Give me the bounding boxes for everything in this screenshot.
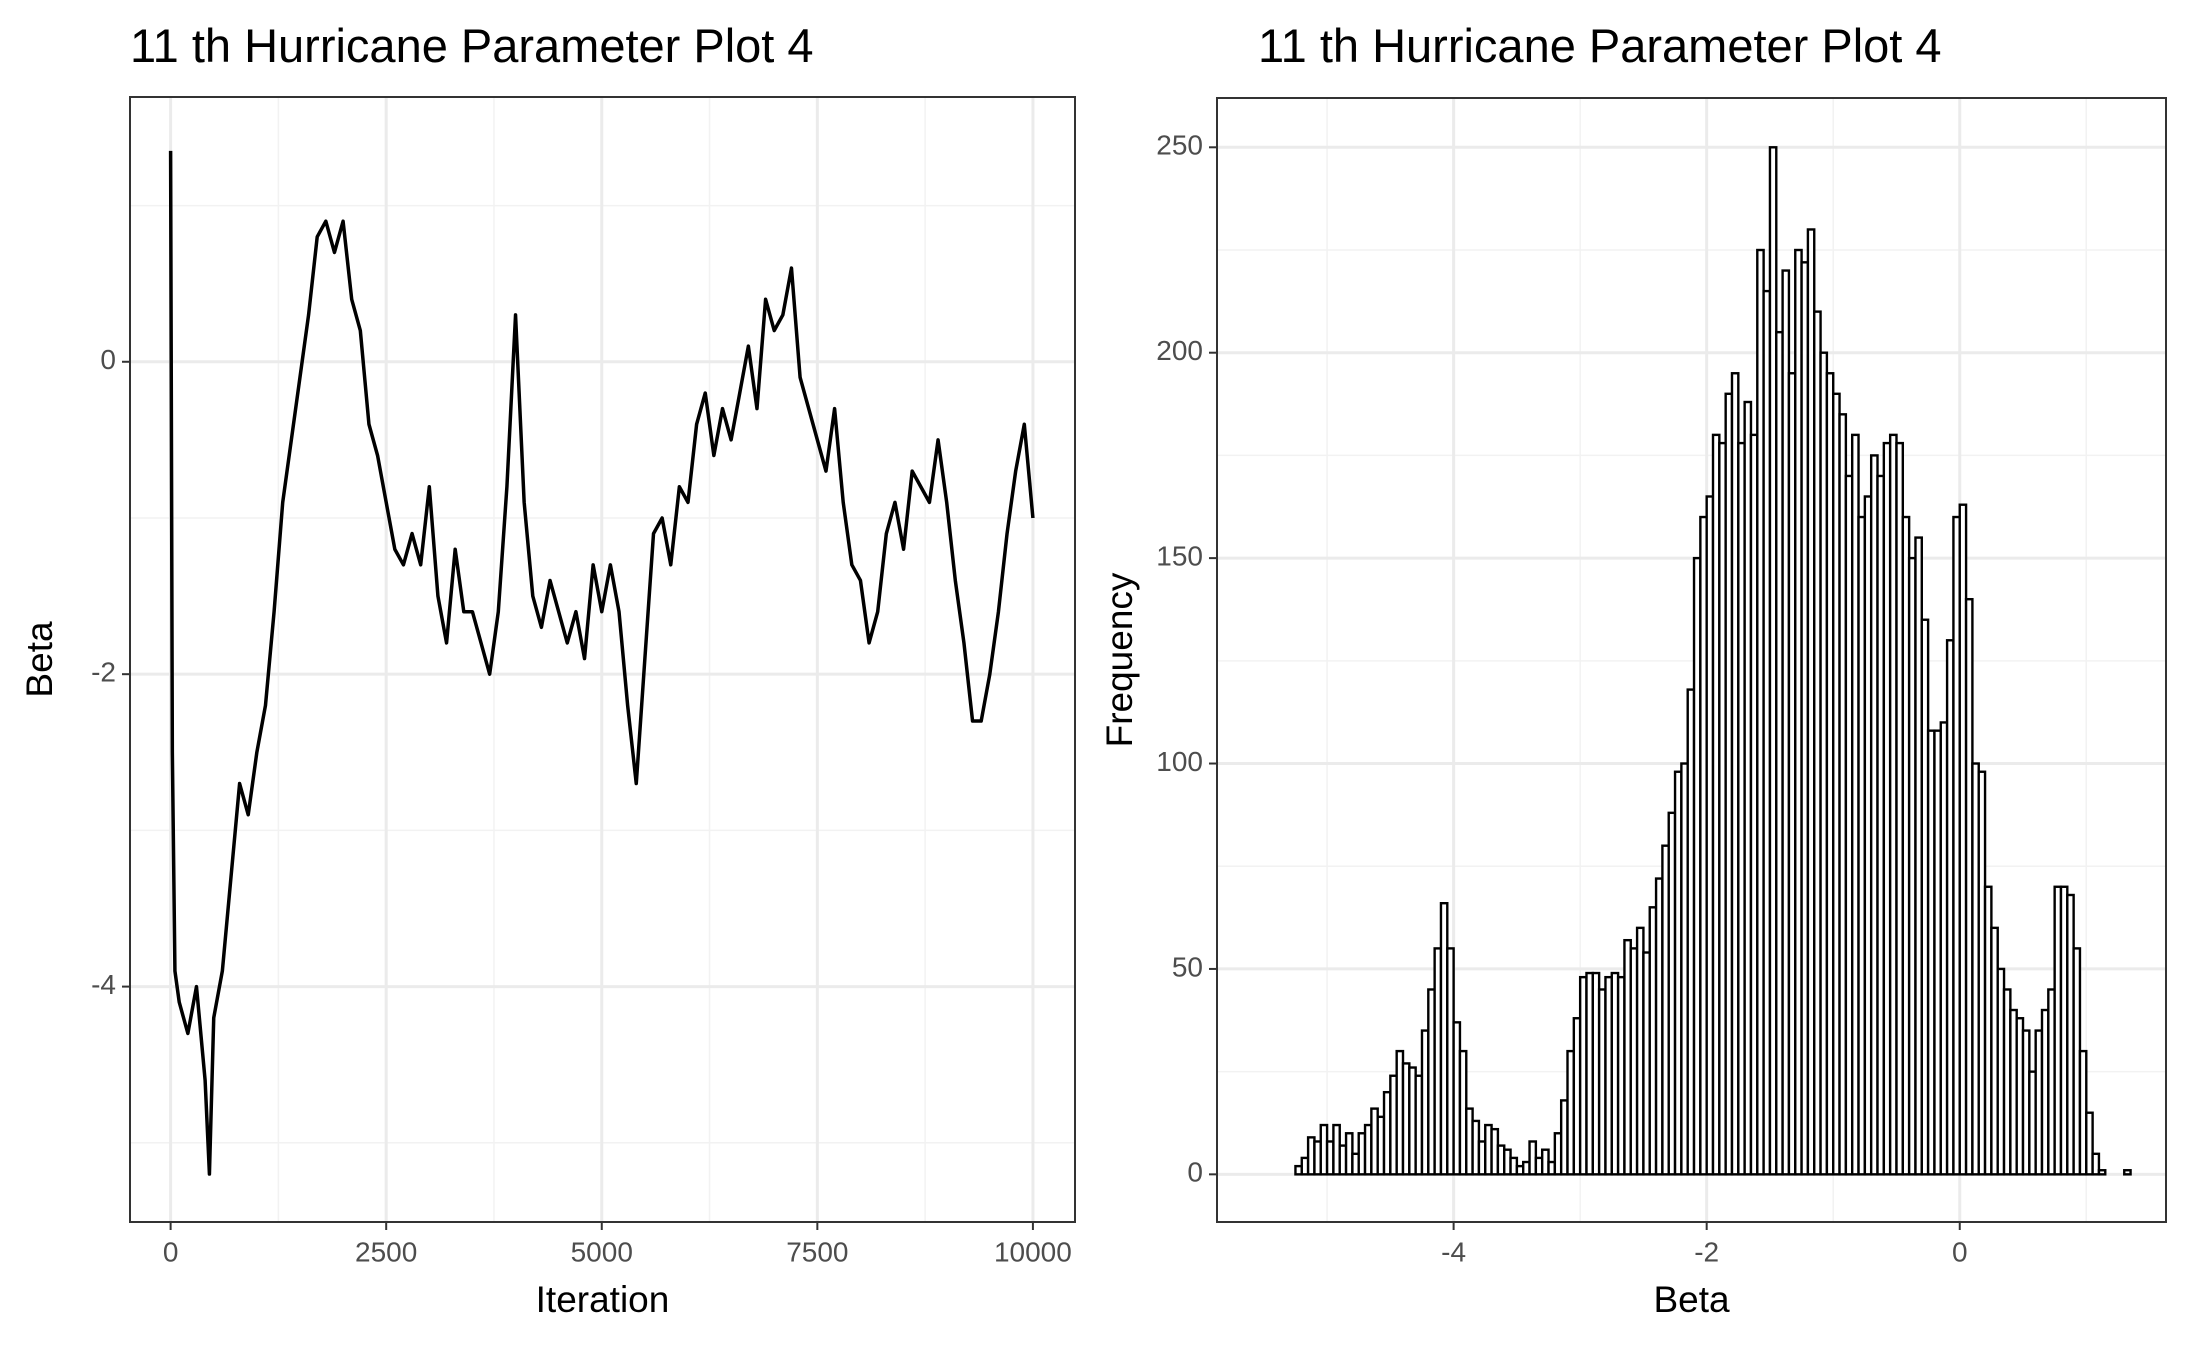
panel-border	[1216, 97, 2167, 1223]
y-tick-label: 100	[1156, 746, 1203, 777]
y-tick-label: -2	[91, 657, 116, 688]
x-tick-label: -4	[1441, 1236, 1466, 1267]
x-tick-label: 0	[1952, 1236, 1968, 1267]
x-tick-label: 5000	[571, 1236, 633, 1267]
x-tick-label: 0	[163, 1236, 179, 1267]
x-tick-label: -2	[1694, 1236, 1719, 1267]
x-axis-title: Iteration	[536, 1279, 670, 1320]
chart-title: 11 th Hurricane Parameter Plot 4	[1258, 19, 1942, 72]
chart-title: 11 th Hurricane Parameter Plot 4	[130, 19, 814, 72]
panel-border	[129, 96, 1076, 1223]
bar	[2091, 1152, 2101, 1176]
y-axis-title: Beta	[19, 621, 60, 698]
x-axis-title: Beta	[1653, 1279, 1730, 1320]
x-tick-label: 7500	[786, 1236, 848, 1267]
y-tick-label: 250	[1156, 130, 1203, 161]
y-tick-label: 50	[1172, 951, 1203, 982]
bar	[2085, 1111, 2094, 1176]
y-tick-label: 0	[1187, 1157, 1203, 1188]
bar	[2097, 1169, 2107, 1176]
y-axis-title: Frequency	[1099, 572, 1140, 747]
y-tick-label: 0	[100, 344, 116, 375]
y-tick-label: -4	[91, 969, 116, 1000]
x-tick-label: 10000	[994, 1236, 1072, 1267]
x-tick-label: 2500	[355, 1236, 417, 1267]
y-tick-label: 200	[1156, 335, 1203, 366]
bar	[2123, 1169, 2132, 1176]
y-tick-label: 150	[1156, 541, 1203, 572]
trace-line	[168, 150, 1035, 1176]
